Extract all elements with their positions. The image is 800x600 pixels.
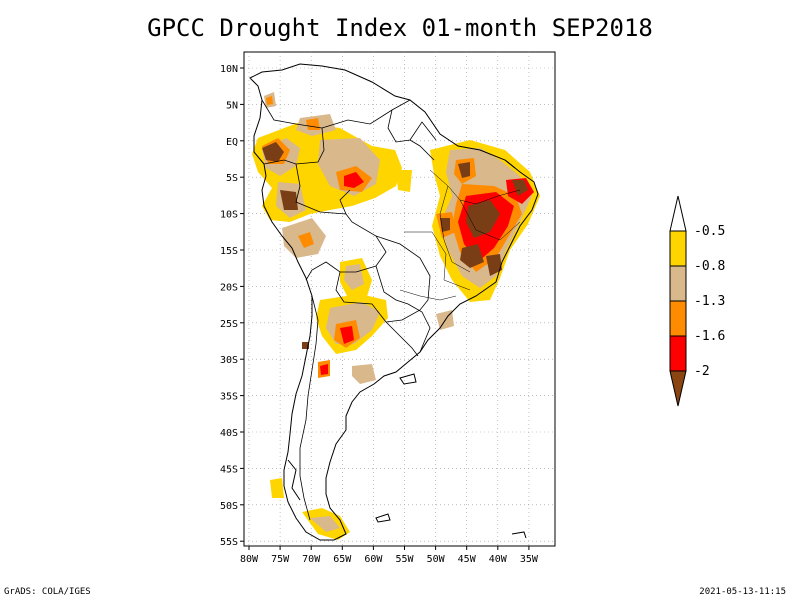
national-borders — [261, 99, 437, 521]
colorbar-label: -1.6 — [694, 329, 725, 344]
lat-tick-label: EQ — [226, 137, 238, 148]
lat-tick-label: 15S — [220, 246, 238, 257]
lat-tick-label: 20S — [220, 282, 238, 293]
lon-tick-label: 80W — [240, 554, 259, 565]
map-title: GPCC Drought Index 01-month SEP2018 — [147, 14, 653, 42]
colorbar-segment-1 — [669, 230, 687, 267]
colorbar-label: -0.8 — [694, 259, 725, 274]
lon-tick-label: 65W — [333, 554, 352, 565]
lat-tick-label: 50S — [220, 501, 238, 512]
colorbar-segment-5 — [669, 370, 687, 407]
colorbar-segment-3 — [669, 300, 687, 337]
lon-tick-label: 70W — [302, 554, 321, 565]
lon-tick-label: 60W — [364, 554, 383, 565]
lat-tick-label: 35S — [220, 392, 238, 403]
lat-tick-label: 5N — [226, 100, 238, 111]
lon-tick-label: 55W — [395, 554, 414, 565]
lat-tick-label: 25S — [220, 319, 238, 330]
colorbar-label: -0.5 — [694, 224, 725, 239]
colorbar-label: -2 — [694, 364, 710, 379]
lat-tick-label: 10N — [220, 64, 238, 75]
lat-tick-label: 10S — [220, 210, 238, 221]
longitude-labels: 80W 75W 70W 65W 60W 55W 50W 45W 40W 35W — [240, 546, 539, 565]
footer-credit: GrADS: COLA/IGES — [4, 587, 91, 597]
footer-timestamp: 2021-05-13-11:15 — [699, 587, 786, 597]
lat-tick-label: 45S — [220, 464, 238, 475]
lat-tick-label: 40S — [220, 428, 238, 439]
lat-tick-label: 5S — [226, 173, 238, 184]
state-borders — [399, 169, 521, 301]
coastline — [249, 63, 539, 541]
colorbar-label: -1.3 — [694, 294, 725, 309]
lon-tick-label: 45W — [458, 554, 477, 565]
colorbar: -0.5 -0.8 -1.3 -1.6 -2 — [669, 195, 725, 407]
lon-tick-label: 35W — [520, 554, 539, 565]
lon-tick-label: 75W — [271, 554, 290, 565]
drought-shading — [252, 92, 540, 540]
colorbar-segment-2 — [669, 265, 687, 302]
colorbar-segment-4 — [669, 335, 687, 372]
latitude-labels: 10N 5N EQ 5S 10S 15S 20S 25S 30S 35S 40S 45S 50S 55S — [220, 64, 244, 548]
lon-tick-label: 40W — [489, 554, 508, 565]
lat-tick-label: 55S — [220, 537, 238, 548]
colorbar-segment-0 — [669, 195, 687, 232]
lon-tick-label: 50W — [427, 554, 446, 565]
lat-tick-label: 30S — [220, 355, 238, 366]
